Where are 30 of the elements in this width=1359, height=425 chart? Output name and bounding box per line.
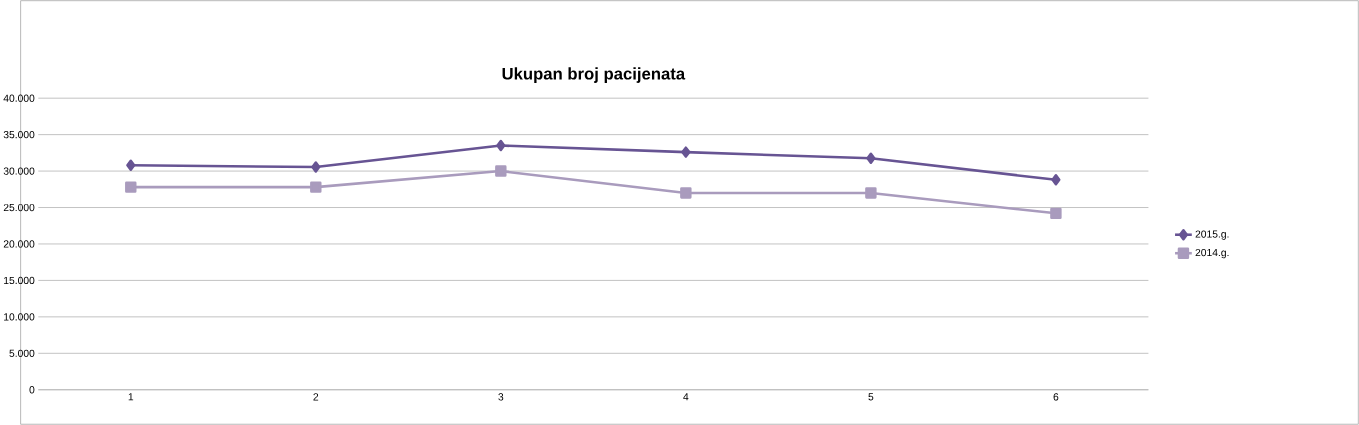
y-tick-label: 35.000 [3, 131, 35, 139]
x-tick-label: 5 [868, 393, 874, 401]
point [680, 187, 692, 199]
point [125, 181, 137, 193]
y-tick-label: 5.000 [9, 349, 35, 357]
y-tick-label: 25.000 [3, 203, 35, 212]
point [1050, 207, 1062, 220]
x-tick-label: 1 [128, 393, 134, 401]
x-tick-label: 3 [498, 393, 504, 401]
x-tick-label: 4 [683, 393, 689, 401]
point [865, 187, 877, 199]
point [866, 152, 876, 165]
point [681, 146, 691, 158]
point [495, 165, 507, 177]
y-tick-label: 20.000 [3, 240, 35, 248]
point [310, 181, 322, 193]
point [126, 159, 136, 171]
legend-label: 2014.g. [1195, 248, 1229, 259]
point [496, 139, 506, 152]
point [1051, 174, 1061, 186]
point [311, 161, 321, 173]
y-tick-label: 30.000 [3, 167, 35, 175]
y-tick-label: 15.000 [4, 276, 35, 285]
x-tick-label: 6 [1053, 393, 1059, 401]
y-tick-label: 40.000 [3, 94, 35, 102]
y-tick-label: 0 [29, 386, 35, 394]
legend-label: 2015.g. [1195, 230, 1229, 240]
chart-title: Ukupan broj pacijenata [502, 67, 686, 83]
y-tick-label: 10.000 [4, 313, 35, 321]
x-tick-label: 2 [313, 393, 319, 401]
